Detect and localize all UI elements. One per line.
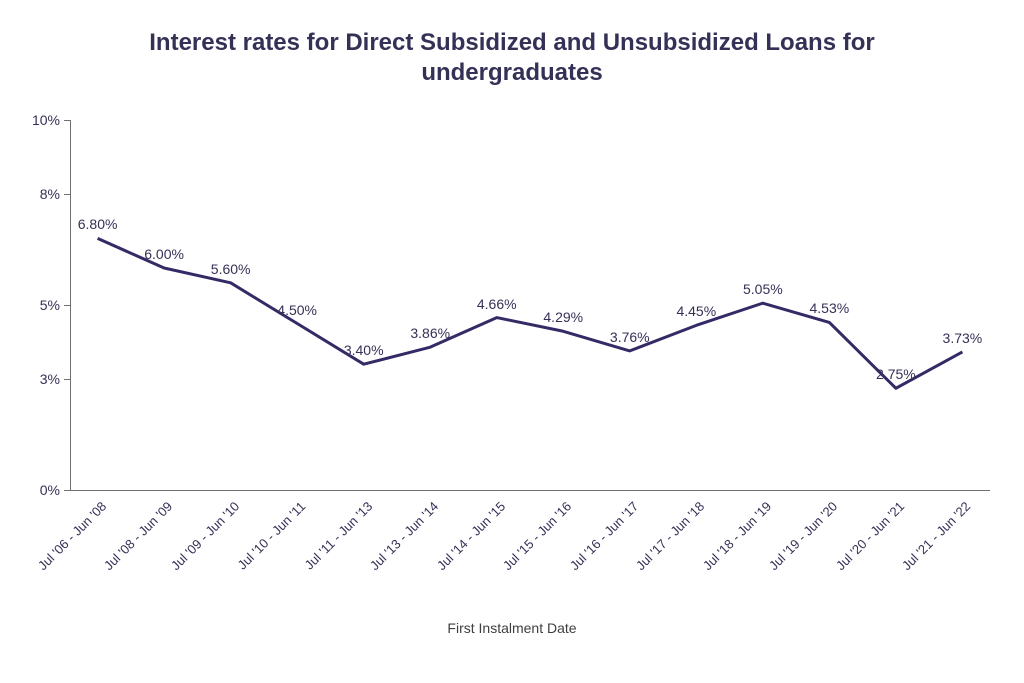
data-point-label: 3.40% [344,342,384,358]
x-tick-label: Jul '08 - Jun '09 [59,499,176,616]
data-point-label: 5.05% [743,281,783,297]
x-axis-title: First Instalment Date [0,620,1024,636]
y-tick-label: 8% [20,186,60,202]
x-tick-label: Jul '14 - Jun '15 [391,499,508,616]
plot-area: 0%3%5%8%10%Jul '06 - Jun '08Jul '08 - Ju… [70,120,990,490]
x-axis-line [70,490,990,491]
x-tick-label: Jul '17 - Jun '18 [591,499,708,616]
data-point-label: 3.73% [943,330,983,346]
data-point-label: 4.29% [543,309,583,325]
data-point-label: 4.66% [477,296,517,312]
y-tick-label: 3% [20,371,60,387]
data-point-label: 5.60% [211,261,251,277]
x-tick-label: Jul '21 - Jun '22 [857,499,974,616]
x-tick-label: Jul '13 - Jun '14 [325,499,442,616]
data-point-label: 4.50% [277,302,317,318]
y-tick-label: 0% [20,482,60,498]
x-tick-label: Jul '09 - Jun '10 [125,499,242,616]
y-tick-label: 5% [20,297,60,313]
y-tick-mark [64,490,70,491]
y-tick-mark [64,194,70,195]
data-point-label: 6.80% [78,216,118,232]
x-tick-label: Jul '11 - Jun '13 [258,499,375,616]
x-tick-label: Jul '20 - Jun '21 [791,499,908,616]
y-tick-mark [64,379,70,380]
y-tick-mark [64,120,70,121]
data-point-label: 4.45% [676,303,716,319]
y-tick-label: 10% [20,112,60,128]
x-tick-label: Jul '06 - Jun '08 [0,499,109,616]
data-point-label: 2.75% [876,366,916,382]
x-tick-label: Jul '16 - Jun '17 [524,499,641,616]
data-point-label: 3.86% [410,325,450,341]
y-axis-line [70,120,71,490]
chart-title: Interest rates for Direct Subsidized and… [0,28,1024,88]
data-point-label: 4.53% [809,300,849,316]
line-path-svg [70,120,990,490]
chart-container: Interest rates for Direct Subsidized and… [0,0,1024,683]
data-point-label: 6.00% [144,246,184,262]
data-point-label: 3.76% [610,329,650,345]
x-tick-label: Jul '19 - Jun '20 [724,499,841,616]
y-tick-mark [64,305,70,306]
x-tick-label: Jul '15 - Jun '16 [458,499,575,616]
x-tick-label: Jul '10 - Jun '11 [192,499,309,616]
x-tick-label: Jul '18 - Jun '19 [657,499,774,616]
